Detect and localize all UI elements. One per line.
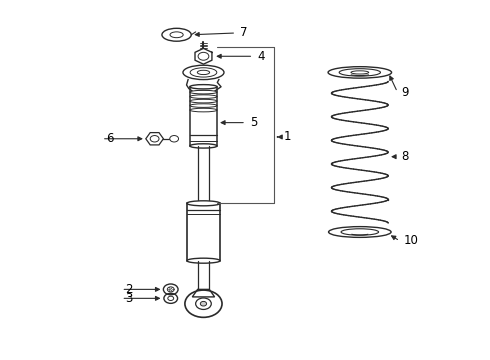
Text: 4: 4 <box>257 50 265 63</box>
Circle shape <box>200 301 207 306</box>
Text: 6: 6 <box>106 132 113 145</box>
Polygon shape <box>193 289 215 297</box>
Ellipse shape <box>187 201 220 206</box>
Ellipse shape <box>187 258 220 263</box>
Ellipse shape <box>183 65 224 80</box>
Ellipse shape <box>190 108 217 112</box>
Text: 5: 5 <box>250 116 257 129</box>
Ellipse shape <box>190 85 217 89</box>
Polygon shape <box>146 132 163 145</box>
Text: 10: 10 <box>404 234 418 247</box>
Ellipse shape <box>190 90 217 94</box>
Text: 2: 2 <box>125 283 133 296</box>
Ellipse shape <box>190 144 217 148</box>
Ellipse shape <box>190 95 217 98</box>
Text: 7: 7 <box>240 27 247 40</box>
Ellipse shape <box>190 99 217 103</box>
Text: 9: 9 <box>401 86 409 99</box>
Ellipse shape <box>190 104 217 107</box>
Text: 3: 3 <box>125 292 133 305</box>
Ellipse shape <box>329 226 391 237</box>
Text: 1: 1 <box>284 130 292 144</box>
Ellipse shape <box>328 67 392 78</box>
Circle shape <box>170 135 178 142</box>
Text: 8: 8 <box>401 150 409 163</box>
